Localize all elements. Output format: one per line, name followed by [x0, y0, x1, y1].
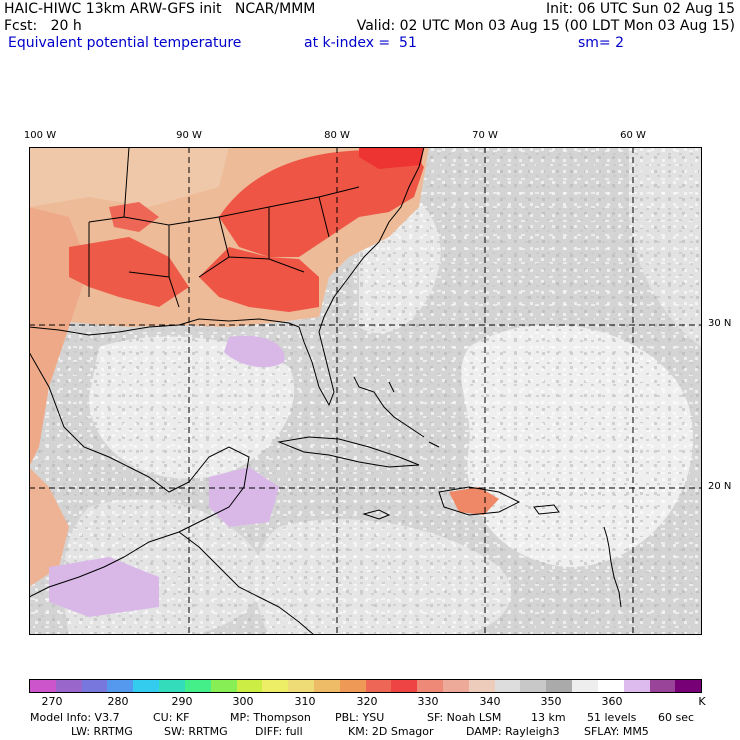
lon-label-80w: 80 W [324, 130, 350, 141]
cb-tick-340: 340 [479, 695, 501, 708]
footer-model-info: Model Info: V3.7 [30, 711, 120, 724]
colorbar-segment-25 [675, 680, 702, 692]
colorbar-segment-2 [81, 680, 108, 692]
colorbar [29, 679, 702, 693]
theta-e-map [29, 147, 702, 635]
colorbar-segment-24 [649, 680, 676, 692]
smoothing: sm= 2 [578, 35, 625, 51]
cb-tick-280: 280 [107, 695, 129, 708]
mexico-coast [29, 351, 250, 598]
colorbar-segment-1 [55, 680, 82, 692]
footer-diff: DIFF: full [255, 725, 303, 738]
colorbar-segment-15 [417, 680, 443, 692]
yucatan-purple-patch [209, 467, 279, 527]
colorbar-segment-14 [391, 680, 418, 692]
theta-e-red-blob-1 [109, 202, 159, 232]
colorbar-segment-12 [339, 680, 366, 692]
colorbar-segment-21 [572, 680, 598, 692]
colorbar-segment-8 [236, 680, 263, 692]
colorbar-segment-10 [288, 680, 314, 692]
jamaica [362, 509, 391, 520]
colorbar-segment-17 [468, 680, 495, 692]
cuba [277, 436, 420, 468]
colorbar-segment-6 [184, 680, 211, 692]
footer-levels: 51 levels [587, 711, 637, 724]
puerto-rico [533, 504, 560, 515]
colorbar-segment-7 [210, 680, 237, 692]
mexico-coast-salmon [29, 467, 69, 587]
lon-label-60w: 60 W [620, 130, 646, 141]
footer-mp: MP: Thompson [230, 711, 311, 724]
cb-tick-320: 320 [356, 695, 378, 708]
footer-pbl: PBL: YSU [335, 711, 385, 724]
colorbar-segment-22 [597, 680, 624, 692]
lon-label-70w: 70 W [472, 130, 498, 141]
theta-e-red-core-northeast [219, 147, 424, 257]
lat-label-30n: 30 N [708, 318, 732, 329]
colorbar-segment-4 [133, 680, 160, 692]
footer-sw: SW: RRTMG [164, 725, 228, 738]
us-state-borders [88, 147, 360, 308]
footer-lw: LW: RRTMG [71, 725, 133, 738]
cb-tick-270: 270 [41, 695, 63, 708]
footer-sflay: SFLAY: MM5 [584, 725, 649, 738]
cb-tick-360: 360 [601, 695, 623, 708]
lat-label-20n: 20 N [708, 481, 732, 492]
cb-tick-310: 310 [294, 695, 316, 708]
lesser-antilles [603, 526, 622, 608]
pacific-purple-patch [49, 557, 159, 617]
colorbar-segment-9 [262, 680, 289, 692]
level-index: at k-index = 51 [304, 35, 417, 51]
colorbar-segment-5 [159, 680, 185, 692]
colorbar-segment-16 [443, 680, 469, 692]
colorbar-segment-19 [520, 680, 547, 692]
colorbar-segment-20 [546, 680, 573, 692]
colorbar-segment-18 [494, 680, 521, 692]
central-america [178, 531, 315, 635]
hispaniola-warm [449, 487, 499, 515]
colorbar-segment-13 [365, 680, 392, 692]
lon-label-100w: 100 W [23, 130, 57, 141]
theta-e-red-top-strip [359, 147, 424, 169]
us-gulf-coast [29, 147, 425, 407]
footer-km: KM: 2D Smagor [348, 725, 434, 738]
colorbar-segment-11 [313, 680, 340, 692]
cb-unit-kelvin: K [698, 695, 706, 708]
lat-lon-grid [29, 147, 702, 635]
model-title: HAIC-HIWC 13km ARW-GFS init NCAR/MMM [4, 1, 316, 17]
cb-tick-350: 350 [540, 695, 562, 708]
field-name: Equivalent potential temperature [8, 35, 242, 51]
plains-peach [29, 147, 229, 207]
valid-time: Valid: 02 UTC Mon 03 Aug 15 (00 LDT Mon … [356, 18, 735, 34]
map-frame [29, 147, 702, 635]
footer-resolution: 13 km [531, 711, 566, 724]
coastlines [29, 147, 622, 635]
lon-label-90w: 90 W [176, 130, 202, 141]
forecast-hour: Fcst: 20 h [4, 18, 82, 34]
theta-e-red-core-south [199, 247, 319, 312]
footer-cu: CU: KF [153, 711, 190, 724]
cb-tick-330: 330 [417, 695, 439, 708]
footer-damp: DAMP: Rayleigh3 [466, 725, 560, 738]
colorbar-segment-3 [107, 680, 134, 692]
gulf-purple-patch [224, 335, 285, 368]
colorbar-segment-23 [623, 680, 650, 692]
footer-timestep: 60 sec [658, 711, 695, 724]
cb-tick-290: 290 [171, 695, 193, 708]
bahamas [353, 376, 440, 448]
footer-sf: SF: Noah LSM [427, 711, 502, 724]
init-time: Init: 06 UTC Sun 02 Aug 15 [546, 1, 735, 17]
cb-tick-300: 300 [232, 695, 254, 708]
colorbar-segment-0 [30, 680, 56, 692]
